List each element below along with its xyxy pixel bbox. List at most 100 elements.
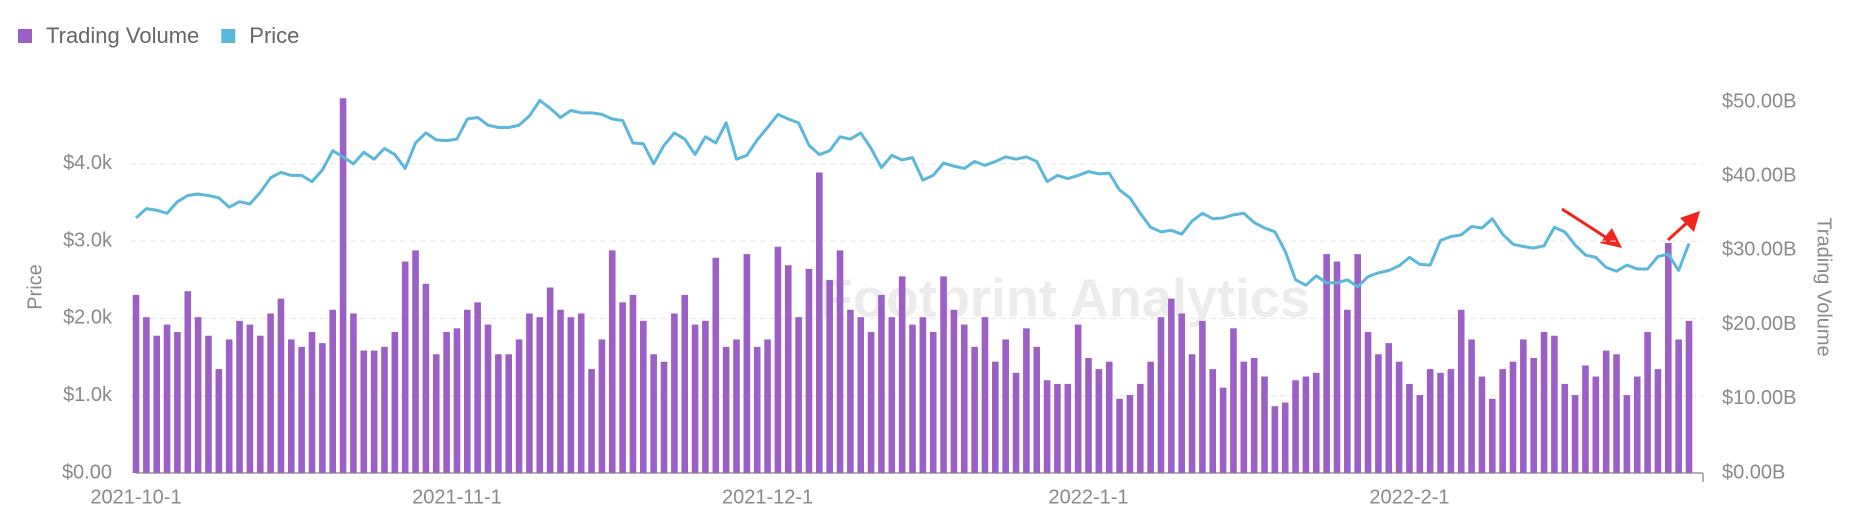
x-tick-label: 2022-1-1 [1048,486,1128,508]
bar [1064,383,1072,473]
bar [1395,361,1403,473]
y2-tick-label: $50.00B [1722,90,1797,112]
bar [702,320,709,473]
bar [515,339,523,473]
bar [1043,380,1051,473]
bar [1281,402,1289,473]
bar [1344,309,1351,473]
bar [464,309,471,473]
legend-item[interactable]: Trading Volume [18,23,199,48]
bar [205,335,212,473]
bar [153,335,161,473]
legend-label: Trading Volume [46,23,199,48]
bar [1623,395,1631,473]
bar [1292,380,1299,473]
bar [412,250,419,473]
bar [1136,383,1144,473]
bar [992,361,999,473]
bar [132,294,140,473]
bar [1468,339,1475,473]
bar [1261,376,1268,473]
bar [1602,350,1610,473]
bar [1147,361,1154,473]
bar [1406,383,1413,473]
y2-tick-label: $20.00B [1722,313,1797,335]
bar [1250,357,1258,473]
legend-item[interactable]: Price [221,23,299,48]
bar [1416,395,1424,473]
bar [1116,398,1123,473]
bar [1312,372,1320,473]
bar [225,339,233,473]
bar [1333,261,1341,473]
y2-axis-label: Trading Volume [1813,217,1835,356]
bar [1364,332,1372,473]
bar [1354,254,1361,473]
legend-swatch [18,29,32,43]
bar [526,313,533,473]
bar [712,257,720,473]
bar [339,98,347,473]
bar [1509,361,1517,473]
bar [174,332,181,473]
bar [888,317,896,473]
bar [1644,332,1651,473]
bar [691,324,699,473]
bar [1126,395,1134,473]
y-tick-label: $1.0k [63,384,113,406]
bar [1302,376,1310,473]
arrow-down [1561,207,1611,242]
bar [733,339,740,473]
bar [1033,346,1041,473]
bar [1426,369,1434,473]
bar [1437,372,1444,473]
bar [391,332,399,473]
price-line [134,98,1691,289]
bar [557,309,564,473]
bar [598,339,606,473]
bar [577,313,585,473]
bar [816,172,823,474]
bar [1385,343,1393,473]
bar [1105,361,1113,473]
y2-tick-label: $0.00B [1722,461,1785,483]
bar [847,309,854,473]
bar [370,350,378,473]
bar [753,346,761,473]
bar [329,309,337,473]
bar [857,317,865,473]
bar [1633,376,1641,473]
bar [971,346,978,473]
bar [1168,298,1175,473]
y-tick-label: $0.00 [62,461,112,483]
bar [536,317,544,473]
bar [1530,357,1537,473]
bar [381,346,388,473]
bar [1271,406,1279,473]
bar [319,343,326,473]
bar [163,324,171,473]
bar [1023,328,1030,473]
bar [681,294,689,473]
bar [443,332,450,473]
bar [784,265,792,473]
bar [1488,398,1496,473]
bar [588,369,595,473]
x-tick-label: 2021-12-1 [722,486,813,508]
bar [1478,376,1486,473]
bar [898,276,906,473]
bar [432,354,440,473]
bar [1074,324,1082,473]
bar [143,317,150,473]
bar [1219,387,1227,473]
bar [1188,354,1196,473]
y2-tick-label: $40.00B [1722,164,1797,186]
bar [1499,369,1506,473]
bar [308,332,316,473]
bar [184,291,192,473]
bar [919,317,927,473]
bar [940,276,947,473]
bar [1685,320,1693,473]
bar [722,346,730,473]
bar [795,317,802,473]
